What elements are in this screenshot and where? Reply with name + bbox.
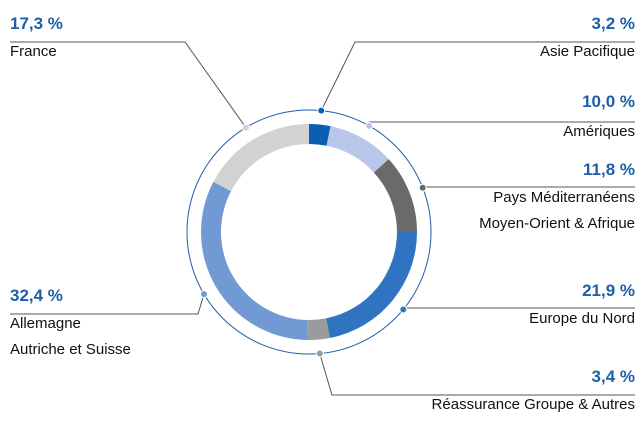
category-label: Allemagne Autriche et Suisse — [10, 315, 131, 358]
value-label: 17,3 % — [10, 14, 63, 33]
leader-line — [10, 41, 247, 128]
leader-dot — [418, 183, 427, 192]
donut-segment — [309, 124, 331, 146]
leader-dot — [241, 123, 250, 132]
value-label: 3,2 % — [591, 14, 635, 33]
donut-segment — [373, 159, 417, 232]
category-label: Europe du Nord — [529, 310, 635, 327]
leader-line — [320, 41, 635, 111]
donut-segment — [326, 126, 389, 173]
leader-dot — [399, 305, 408, 314]
value-label: 32,4 % — [10, 286, 63, 305]
value-label: 10,0 % — [582, 92, 635, 111]
leader-line — [319, 353, 635, 396]
category-label: Asie Pacifique — [539, 43, 635, 60]
category-label: France — [10, 43, 57, 60]
donut-segment — [326, 232, 417, 338]
category-label: Pays Méditerranéens Moyen-Orient & Afriq… — [479, 189, 635, 232]
value-label: 3,4 % — [591, 367, 635, 386]
donut-segment — [306, 318, 330, 340]
leader-dot — [199, 290, 208, 299]
outline-circle — [186, 109, 432, 355]
donut-segment — [201, 181, 308, 340]
leader-dot — [365, 121, 374, 130]
value-label: 21,9 % — [582, 281, 635, 300]
value-label: 11,8 % — [583, 160, 635, 179]
leader-dot — [315, 349, 324, 358]
leader-dot — [317, 106, 326, 115]
donut-segment — [213, 124, 309, 192]
leader-line — [10, 293, 205, 315]
category-label: Réassurance Groupe & Autres — [431, 396, 635, 413]
category-label: Amériques — [563, 123, 635, 140]
